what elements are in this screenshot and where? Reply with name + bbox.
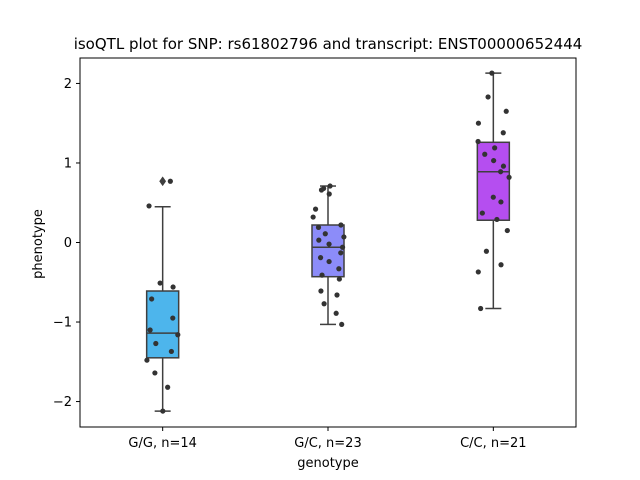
data-point	[338, 222, 344, 228]
data-point	[168, 348, 174, 355]
data-point	[494, 216, 500, 223]
iqr-box	[476, 141, 511, 221]
data-point	[504, 227, 510, 234]
data-point	[479, 210, 485, 216]
data-point	[318, 288, 324, 294]
data-point	[319, 272, 325, 278]
data-point	[317, 255, 324, 261]
data-point	[491, 157, 497, 164]
data-point	[336, 276, 342, 282]
box-group-2	[475, 70, 512, 312]
data-point	[336, 266, 342, 272]
data-point	[146, 203, 152, 209]
data-point	[475, 138, 481, 145]
data-point	[315, 224, 322, 230]
data-point	[498, 199, 504, 205]
box-group-0	[144, 176, 181, 414]
y-tick-label: 1	[64, 156, 72, 171]
data-point	[506, 174, 512, 180]
data-point	[341, 234, 347, 240]
data-point	[498, 169, 504, 175]
data-point	[167, 178, 173, 184]
outlier-marker	[159, 176, 167, 187]
y-tick-label: −1	[53, 316, 72, 331]
data-point	[482, 151, 488, 157]
data-point	[321, 301, 327, 307]
data-point	[175, 332, 181, 338]
data-point	[334, 292, 340, 298]
y-axis-label: phenotype	[31, 209, 46, 279]
data-point	[490, 194, 496, 200]
data-point	[483, 248, 490, 254]
data-point	[147, 327, 153, 333]
data-point	[326, 258, 332, 265]
data-point	[310, 214, 316, 220]
axes: −2 −1 0 1 2 G/G, n=14 G/C, n=23 C/C, n=21	[53, 57, 577, 451]
y-tick-label: 2	[64, 77, 72, 92]
data-point	[322, 231, 328, 237]
data-point	[165, 384, 171, 390]
data-point	[144, 357, 150, 363]
data-point	[326, 241, 332, 247]
x-tick-label: C/C, n=21	[460, 436, 526, 451]
data-point	[318, 187, 325, 193]
chart-title: isoQTL plot for SNP: rs61802796 and tran…	[74, 35, 583, 53]
iqr-box	[145, 290, 180, 359]
data-point	[327, 183, 333, 189]
x-tick-label: G/G, n=14	[128, 436, 196, 451]
data-point	[498, 262, 504, 268]
data-point	[339, 244, 346, 250]
y-tick-label: −2	[53, 395, 72, 410]
data-point	[160, 408, 166, 414]
y-tick-label: 0	[64, 236, 72, 251]
data-point	[475, 269, 481, 275]
data-point	[152, 370, 158, 376]
data-point	[157, 280, 163, 286]
data-point	[338, 250, 344, 256]
data-point	[312, 206, 319, 212]
data-point	[153, 340, 159, 347]
plot-area	[144, 70, 512, 414]
data-point	[500, 130, 506, 136]
data-point	[500, 163, 507, 169]
data-point	[478, 305, 484, 312]
data-point	[170, 315, 176, 321]
data-point	[492, 145, 498, 151]
box-group-1	[310, 183, 347, 328]
data-point	[149, 296, 155, 302]
data-point	[503, 108, 509, 114]
data-point	[316, 237, 322, 243]
data-point	[489, 70, 495, 76]
data-point	[326, 191, 332, 197]
data-point	[475, 120, 482, 126]
x-tick-label: G/C, n=23	[294, 436, 361, 451]
x-axis-label: genotype	[297, 456, 358, 471]
data-point	[333, 310, 339, 316]
data-point	[339, 321, 345, 328]
data-point	[485, 94, 491, 100]
data-point	[170, 284, 176, 290]
